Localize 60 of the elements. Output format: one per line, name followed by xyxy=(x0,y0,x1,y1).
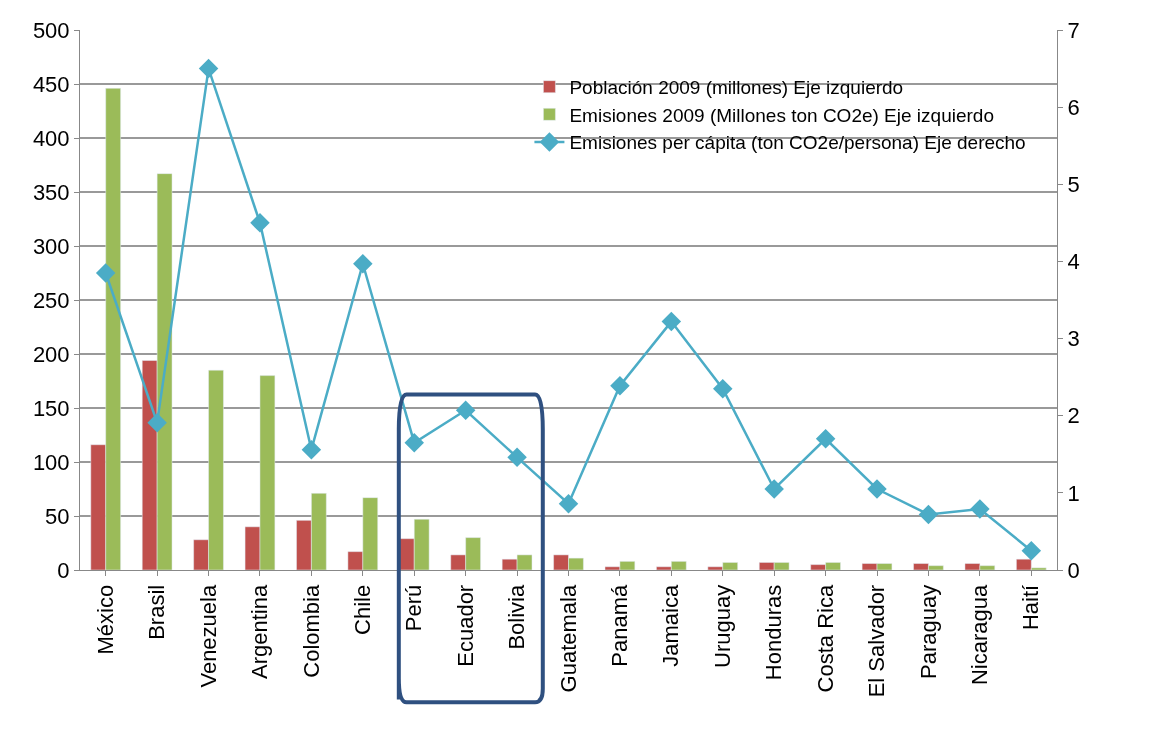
x-tick-label: El Salvador xyxy=(864,584,890,698)
y-tick-label: 400 xyxy=(32,125,70,151)
x-tick-label: Perú xyxy=(401,584,427,632)
y2-tick-label: 7 xyxy=(1067,17,1080,43)
x-tick-label: Uruguay xyxy=(709,584,735,668)
y-tick-label: 450 xyxy=(32,71,70,97)
y-tick-label: 100 xyxy=(32,449,70,475)
point xyxy=(970,499,990,519)
point xyxy=(918,504,939,525)
point xyxy=(353,253,373,274)
y2-tick-label: 3 xyxy=(1067,326,1080,352)
x-tick-label: Argentina xyxy=(247,584,273,679)
y2-tick-label: 1 xyxy=(1067,480,1080,506)
x-tick-label: Jamaica xyxy=(658,584,684,667)
y-tick-label: 300 xyxy=(32,233,70,259)
y-tick-label: 50 xyxy=(45,503,70,529)
x-tick-label: México xyxy=(92,584,118,655)
x-tick-label: Bolivia xyxy=(504,584,530,650)
point xyxy=(815,429,836,449)
point xyxy=(610,375,630,396)
x-tick-label: Haití xyxy=(1018,584,1044,631)
point xyxy=(455,400,476,421)
x-tick-label: Paraguay xyxy=(915,584,941,679)
y2-tick-label: 0 xyxy=(1067,557,1080,583)
x-tick-label: Ecuador xyxy=(452,584,478,667)
x-tick-label: Guatemala xyxy=(555,584,581,693)
y2-tick-label: 6 xyxy=(1067,94,1080,120)
x-tick-label: Nicaragua xyxy=(967,584,993,686)
x-tick-label: Colombia xyxy=(298,584,324,678)
point xyxy=(764,479,784,499)
x-tick-label: Brasil xyxy=(144,584,170,640)
point xyxy=(867,479,887,499)
point xyxy=(507,447,527,468)
y-tick-label: 200 xyxy=(32,341,70,367)
point xyxy=(558,493,579,514)
point xyxy=(661,311,682,332)
point xyxy=(147,412,167,433)
x-tick-label: Honduras xyxy=(761,584,787,681)
y2-tick-label: 5 xyxy=(1067,171,1080,197)
point xyxy=(95,263,116,283)
x-tick-label: Venezuela xyxy=(195,584,221,688)
y-tick-label: 350 xyxy=(32,179,70,205)
x-tick-label: Costa Rica xyxy=(812,584,838,693)
y2-tick-label: 2 xyxy=(1067,403,1080,429)
x-tick-label: Panamá xyxy=(607,584,633,667)
y-tick-label: 0 xyxy=(57,557,70,583)
y2-tick-label: 4 xyxy=(1067,249,1080,275)
point xyxy=(198,58,219,79)
y-tick-label: 150 xyxy=(32,395,70,421)
legend-label: Emisiones per cápita (ton CO2e/persona) Eje derecho xyxy=(569,132,1026,154)
y-tick-label: 250 xyxy=(32,287,70,313)
y-tick-label: 500 xyxy=(32,17,70,43)
x-tick-label: Chile xyxy=(349,584,375,635)
legend-label: Emisiones 2009 (Millones ton CO2e) Eje izquierdo xyxy=(569,104,994,126)
point xyxy=(404,432,424,453)
legend-label: Población 2009 (millones) Eje izquierdo xyxy=(569,77,904,99)
point xyxy=(713,378,733,399)
point xyxy=(250,213,270,233)
point xyxy=(301,439,322,460)
point xyxy=(1021,540,1042,561)
